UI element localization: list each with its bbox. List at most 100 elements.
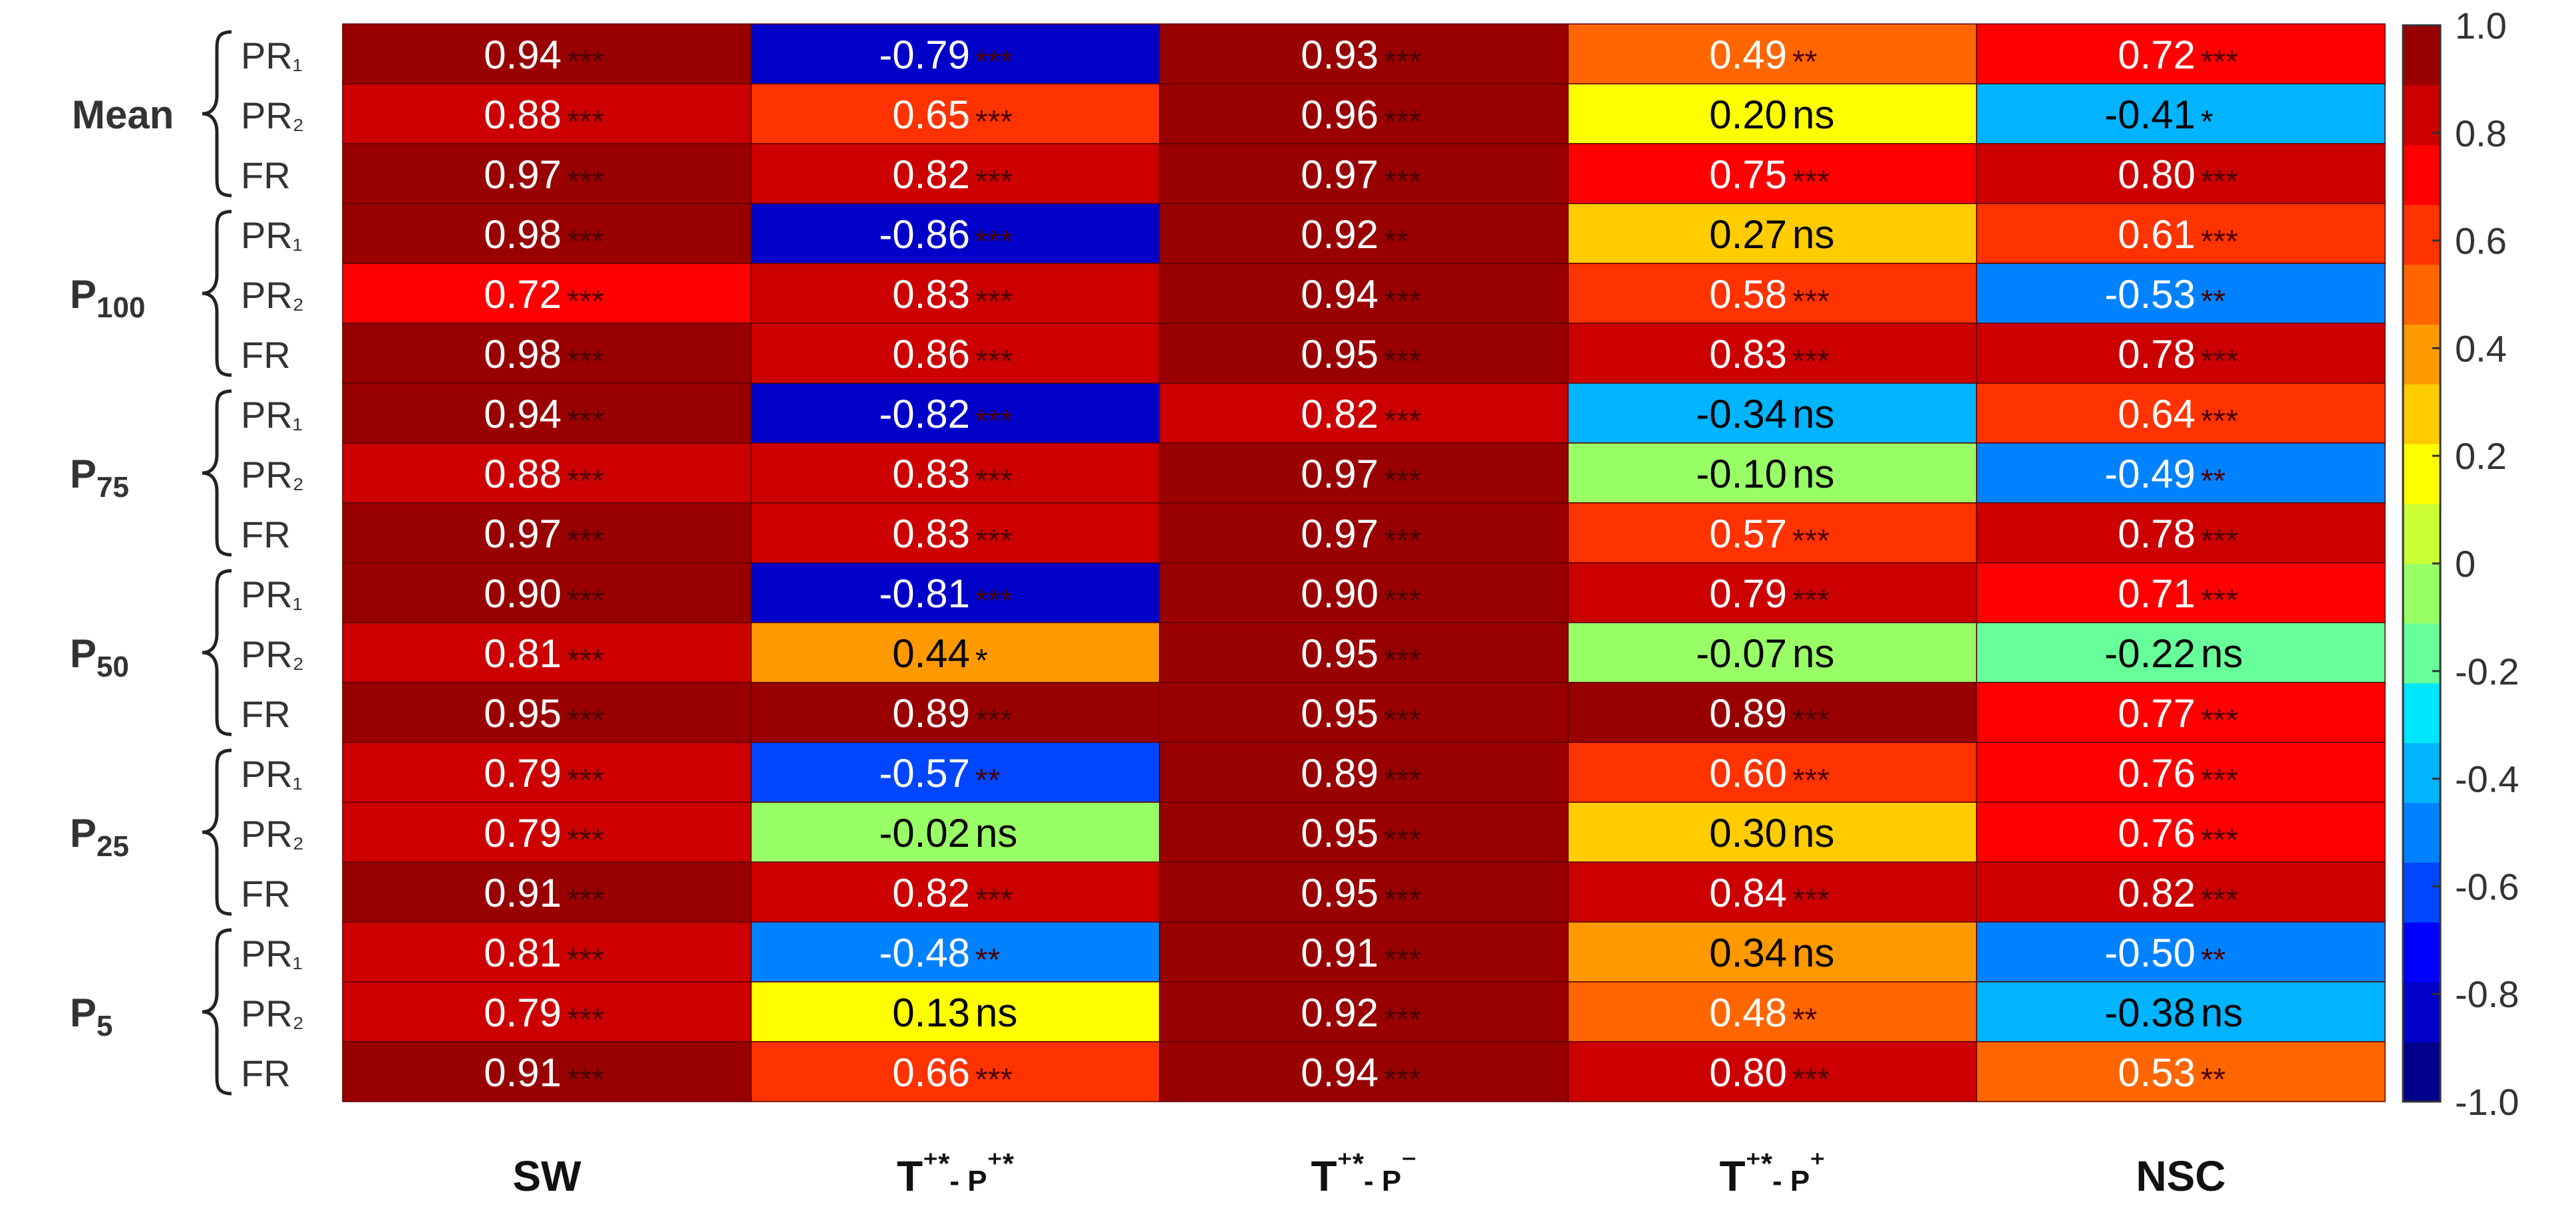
cell-value-label: 0.49: [1709, 33, 1787, 77]
heatmap-cells: 0.94 *** -0.79 *** 0.93 *** 0.49 ** 0.72 ***0.88 *…: [342, 23, 2386, 1102]
cell-value-label: 0.97: [484, 512, 562, 556]
cell-value-label: 0.95: [1301, 871, 1378, 915]
row-label: PR₁: [241, 214, 303, 256]
cell-value-label: -0.02: [879, 811, 970, 855]
colorbar-segment: [2403, 384, 2440, 444]
cell-value-label: 0.97: [1301, 152, 1378, 197]
significance-label: ***: [1384, 583, 1421, 619]
colorbar-segment: [2403, 623, 2440, 684]
significance-label: ns: [975, 991, 1017, 1035]
row-label: FR: [241, 154, 291, 196]
cell-value-label: 0.92: [1301, 212, 1378, 257]
cell-value-label: -0.79: [879, 33, 970, 77]
colorbar-segment: [2403, 683, 2440, 744]
significance-label: ns: [2201, 991, 2243, 1035]
heatmap-cell: [1567, 1041, 1977, 1102]
cell-value-label: 0.27: [1709, 212, 1787, 257]
heatmap-cell: [1567, 742, 1977, 803]
cell-value-label: 0.97: [1301, 452, 1378, 496]
colorbar-segment: [2403, 444, 2440, 504]
heatmap-cell: [1567, 323, 1977, 384]
colorbar-tick-label: -0.4: [2455, 758, 2519, 800]
heatmap-cell: [1976, 323, 2386, 384]
significance-label: ***: [975, 464, 1013, 499]
significance-label: ***: [975, 703, 1013, 738]
cell-value-label: -0.34: [1696, 392, 1787, 436]
cell-value-label: -0.10: [1696, 452, 1787, 496]
significance-label: ***: [975, 524, 1013, 559]
significance-label: **: [1792, 45, 1817, 80]
heatmap-cell: [750, 1041, 1160, 1102]
significance-label: ***: [567, 883, 604, 918]
colorbar-tick-label: -1.0: [2455, 1081, 2519, 1123]
heatmap-cell: [342, 1041, 752, 1102]
heatmap-cell: [750, 682, 1160, 743]
heatmap-cell: [1976, 1041, 2386, 1102]
significance-label: ***: [1384, 344, 1421, 379]
cell-value-label: 0.96: [1301, 92, 1378, 137]
row-label: FR: [241, 693, 291, 735]
heatmap-cell: [1976, 382, 2386, 444]
heatmap-cell: [1976, 981, 2386, 1042]
cell-value-label: 0.84: [1709, 871, 1787, 915]
cell-value-label: 0.78: [2118, 512, 2195, 556]
row-label: PR₂: [241, 633, 304, 675]
cell-value-label: -0.07: [1696, 631, 1787, 676]
column-label: T⁺*- P⁺*: [897, 1147, 1015, 1200]
significance-label: ns: [975, 811, 1017, 855]
significance-label: ***: [2201, 763, 2238, 798]
cell-value-label: 0.91: [1301, 931, 1378, 975]
cell-value-label: -0.57: [879, 751, 970, 796]
colorbar: 1.0 0.8 0.6 0.4 0.2 0 -0.2 -0.4 -0.6 -0.8 -1.0: [2402, 5, 2519, 1123]
heatmap-cell: [342, 622, 752, 683]
cell-value-label: 0.64: [2118, 392, 2195, 436]
cell-value-label: -0.50: [2104, 931, 2195, 975]
significance-label: ***: [2201, 224, 2238, 259]
significance-label: ***: [567, 583, 604, 619]
heatmap-cell: [1976, 802, 2386, 863]
heatmap-cell: [1976, 861, 2386, 923]
row-labels: PR₁ PR₂ FR PR₁ PR₂ FR PR₁ PR₂ FR PR₁ PR₂ FR PR₁ PR₂ FR…: [241, 35, 304, 1094]
cell-value-label: 0.79: [484, 811, 562, 855]
significance-label: ***: [1792, 284, 1830, 319]
heatmap-cell: [342, 382, 752, 444]
significance-label: ***: [1792, 164, 1830, 200]
cell-value-label: 0.20: [1709, 92, 1787, 137]
cell-value-label: 0.93: [1301, 33, 1378, 77]
heatmap-cell: [1159, 323, 1569, 384]
row-label: PR₂: [241, 992, 304, 1034]
cell-value-label: 0.48: [1709, 991, 1787, 1035]
heatmap-cell: [342, 802, 752, 863]
heatmap-cell: [342, 263, 752, 324]
colorbar-tick-label: 0.4: [2455, 327, 2507, 369]
cell-value-label: 0.78: [2118, 332, 2195, 377]
colorbar-segment: [2403, 264, 2440, 325]
colorbar-segment: [2403, 144, 2440, 206]
significance-label: ns: [1792, 212, 1834, 257]
group-brace: [202, 748, 232, 916]
row-label: PR₂: [241, 813, 304, 855]
heatmap-cell: [750, 143, 1160, 204]
heatmap-cell: [750, 921, 1160, 983]
cell-value-label: -0.82: [879, 392, 970, 436]
heatmap-cell: [342, 562, 752, 623]
cell-value-label: 0.98: [484, 332, 562, 377]
cell-value-label: 0.95: [1301, 691, 1378, 736]
heatmap-cell: [1976, 143, 2386, 204]
cell-value-label: -0.38: [2104, 991, 2195, 1035]
cell-value-label: 0.89: [1301, 751, 1378, 796]
heatmap-cell: [1567, 562, 1977, 623]
significance-label: ***: [2201, 823, 2238, 858]
heatmap-cell: [1159, 442, 1569, 504]
colorbar-tick-label: 0: [2455, 543, 2476, 585]
significance-label: ***: [567, 224, 604, 259]
significance-label: ***: [1384, 404, 1421, 439]
significance-label: **: [1792, 1002, 1817, 1038]
heatmap-cell: [1567, 802, 1977, 863]
significance-label: ***: [1792, 583, 1830, 619]
significance-label: **: [2201, 1062, 2225, 1098]
cell-value-label: 0.53: [2118, 1050, 2195, 1095]
heatmap-cell: [750, 263, 1160, 324]
group-label: Mean: [72, 92, 174, 137]
significance-label: ***: [975, 404, 1013, 439]
